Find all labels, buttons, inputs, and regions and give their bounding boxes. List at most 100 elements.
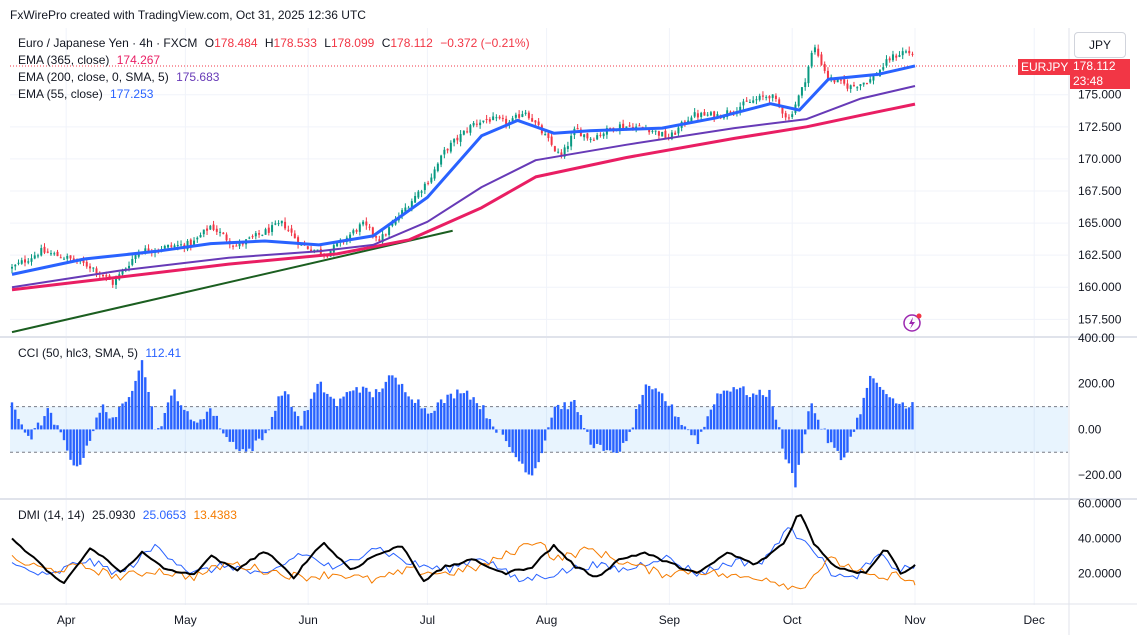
candle-body [46, 251, 49, 253]
candle-body [739, 106, 742, 112]
candle-body [742, 101, 745, 106]
candle-body [222, 232, 225, 235]
cci-bar [644, 384, 648, 430]
candle-body [797, 95, 800, 106]
candle-body [59, 257, 62, 259]
cci-bar [322, 392, 326, 430]
cci-bar [170, 395, 173, 430]
price-axis-label: 172.500 [1078, 120, 1122, 134]
cci-bar [706, 416, 709, 430]
cci-bar [348, 391, 352, 430]
candle-body [89, 266, 92, 269]
candle-body [37, 255, 40, 257]
cci-bar [365, 387, 368, 430]
cci-axis-label: −200.00 [1078, 468, 1122, 482]
candle-body [534, 120, 537, 123]
cci-bar [618, 429, 622, 452]
cci-bar [261, 429, 264, 441]
cci-bar [426, 413, 430, 430]
candle-body [384, 234, 387, 236]
cci-bar [774, 419, 778, 430]
candle-body [696, 113, 699, 118]
cci-bar [296, 416, 300, 430]
cci-bar [127, 397, 131, 430]
candle-body [479, 122, 482, 126]
cci-bar [820, 428, 823, 430]
price-axis-label: 175.000 [1078, 88, 1122, 102]
cci-bar [673, 416, 677, 430]
cci-bar [738, 387, 742, 430]
cci-bar [641, 394, 644, 430]
cci-bar [560, 409, 563, 430]
cci-bar [316, 383, 319, 430]
cci-label: CCI (50, hlc3, SMA, 5) [18, 346, 139, 360]
dmi-axis-label: 40.0000 [1078, 532, 1122, 546]
cci-bar [40, 425, 43, 430]
cci-bar [108, 418, 111, 430]
cci-bar [690, 429, 693, 436]
candle-body [115, 278, 118, 285]
ohlc-high: H178.533 [264, 36, 317, 50]
candle-body [121, 270, 124, 275]
candle-body [843, 79, 846, 84]
cci-bar [417, 399, 420, 430]
cci-bar [732, 387, 735, 430]
cci-bar [527, 429, 531, 475]
dmi-legend[interactable]: DMI (14, 14) 25.0930 25.0653 13.4383 [18, 508, 241, 522]
cci-bar [722, 390, 726, 430]
dmi-plus-value: 25.0653 [142, 508, 187, 522]
candle-body [212, 224, 215, 230]
candle-body [170, 245, 173, 247]
candle-body [771, 94, 774, 98]
candle-body [375, 236, 378, 238]
symbol-label[interactable]: Euro / Japanese Yen · 4h · FXCM [18, 36, 198, 50]
cci-bar [843, 429, 846, 458]
candle-body [215, 228, 218, 232]
candle-body [20, 260, 23, 264]
candle-body [579, 129, 582, 137]
cci-bar [72, 429, 75, 466]
cci-bar [222, 429, 225, 434]
cci-bar [368, 391, 371, 430]
candle-body [852, 84, 855, 86]
candle-body [485, 118, 488, 120]
candle-body [95, 268, 98, 274]
ema55-legend[interactable]: EMA (55, close) 177.253 [18, 87, 157, 101]
candle-body [56, 251, 59, 257]
cci-bar [82, 429, 85, 458]
cci-bar [504, 429, 508, 442]
cci-bar [885, 394, 888, 430]
candle-body [206, 228, 209, 231]
cci-bar [79, 429, 82, 465]
currency-button[interactable]: JPY [1074, 32, 1126, 58]
cci-bar [469, 399, 472, 430]
cci-bar [20, 424, 23, 430]
cci-bar [794, 429, 797, 488]
cci-bar [647, 385, 651, 430]
cci-bar [280, 395, 284, 430]
cci-bar [612, 429, 615, 453]
cci-bar [264, 429, 267, 434]
candle-body [856, 87, 859, 89]
cci-bar [423, 408, 427, 430]
cci-legend[interactable]: CCI (50, hlc3, SMA, 5) 112.41 [18, 346, 185, 360]
ema365-legend[interactable]: EMA (365, close) 174.267 [18, 53, 164, 67]
candle-body [446, 148, 449, 151]
cci-bar [495, 429, 498, 433]
cci-bar [326, 393, 329, 430]
cci-bar [654, 388, 657, 430]
cci-bar [361, 386, 365, 430]
candle-body [199, 234, 202, 238]
cci-bar [257, 429, 261, 439]
candle-body [804, 82, 807, 87]
candle-body [498, 116, 501, 119]
candle-body [537, 121, 540, 125]
candle-body [63, 258, 66, 260]
cci-bar [891, 398, 895, 430]
ema200-legend[interactable]: EMA (200, close, 0, SMA, 5) 175.683 [18, 70, 223, 84]
candle-body [729, 111, 732, 113]
cci-bar [118, 407, 121, 430]
candle-body [625, 126, 628, 128]
cci-bar [693, 429, 696, 436]
